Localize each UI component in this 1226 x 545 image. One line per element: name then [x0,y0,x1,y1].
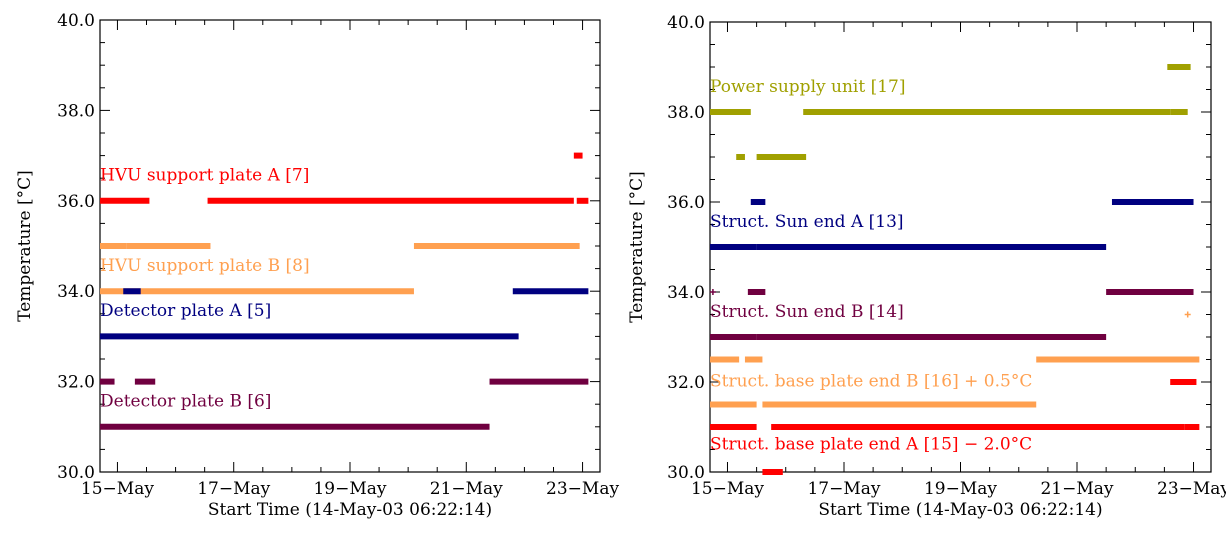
right-x-tick-label: 19−May [924,479,997,499]
left-x-tick-label: 21−May [430,479,503,499]
right-x-tick-label: 15−May [691,479,764,499]
right-y-tick-label: 38.0 [667,103,705,123]
left-y-tick-label: 36.0 [57,192,95,212]
left-chart-panel: 30.0 32.0 34.0 36.0 38.0 40.0 15−May 17−May 19−M… [15,11,619,520]
right-chart-panel: 30.0 32.0 34.0 36.0 38.0 40.0 15−May 17−May 19−M… [627,13,1226,520]
right-y-axis-label: Temperature [°C] [627,171,647,323]
right-x-axis-label: Start Time (14-May-03 06:22:14) [818,500,1102,520]
left-y-tick-label: 32.0 [57,373,95,393]
series-label: HVU support plate A [7] [100,165,309,185]
right-y-tick-label: 32.0 [667,373,705,393]
left-y-tick-label: 40.0 [57,11,95,31]
series-label: Struct. base plate end A [15] − 2.0°C [710,435,1032,455]
right-x-tick-label: 21−May [1040,479,1113,499]
series-label: Detector plate A [5] [100,301,271,321]
left-y-tick-label: 30.0 [57,463,95,483]
left-x-axis-label: Start Time (14-May-03 06:22:14) [208,500,492,520]
series-label: Power supply unit [17] [710,77,905,97]
left-y-axis-label: Temperature [°C] [15,170,35,322]
series-label: Detector plate B [6] [100,391,271,411]
series-label: Struct. base plate end B [16] + 0.5°C [710,372,1032,392]
left-y-tick-label: 34.0 [57,282,95,302]
left-x-tick-label: 17−May [197,479,270,499]
left-x-tick-label: 19−May [313,479,386,499]
left-x-tick-label: 23−May [546,479,619,499]
right-x-tick-label: 23−May [1157,479,1226,499]
series-label: Struct. Sun end A [13] [710,212,904,232]
right-y-tick-label: 40.0 [667,13,705,33]
series-label: HVU support plate B [8] [100,256,310,276]
left-x-tick-label: 15−May [81,479,154,499]
right-x-tick-label: 17−May [807,479,880,499]
series-label: Struct. Sun end B [14] [710,302,904,322]
left-y-tick-label: 38.0 [57,101,95,121]
right-y-tick-label: 30.0 [667,463,705,483]
right-y-tick-label: 34.0 [667,283,705,303]
right-y-tick-label: 36.0 [667,193,705,213]
